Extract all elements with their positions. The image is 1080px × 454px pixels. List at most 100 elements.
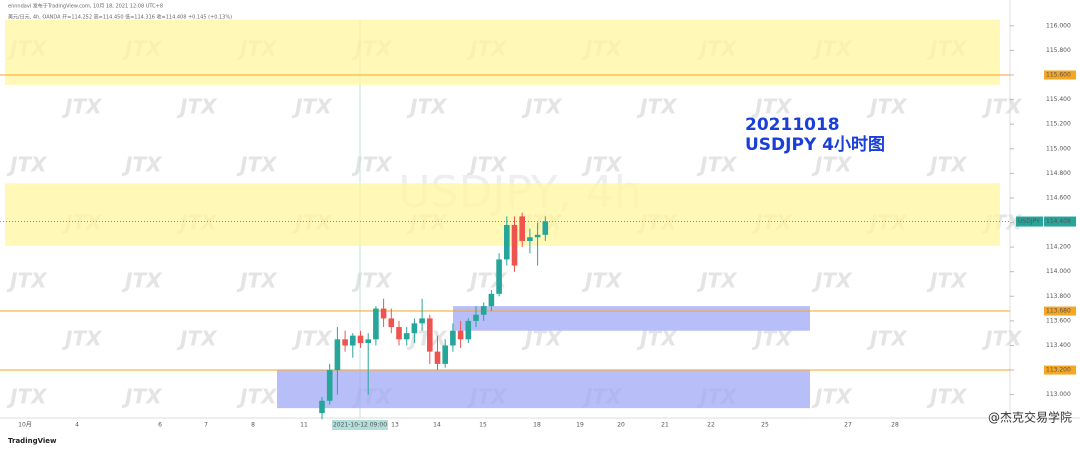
x-tick-label: 13 [391, 422, 399, 429]
candle-body [473, 314, 479, 321]
candle-body [342, 339, 348, 346]
last-price-label: 114.408 [1046, 218, 1071, 225]
x-tick-label: 10月 [18, 422, 32, 429]
brand-watermark: JTX [926, 153, 968, 177]
zone [453, 306, 810, 331]
x-tick-label: 11 [300, 422, 308, 429]
x-tick-label: 6 [158, 422, 162, 429]
candle-body [480, 306, 487, 315]
brand-watermark: JTX [176, 95, 218, 119]
brand-watermark: JTX [811, 385, 853, 409]
candle-body [519, 216, 525, 241]
x-tick-label: 19 [576, 422, 584, 429]
brand-watermark: JTX [121, 269, 163, 293]
candle-body [357, 335, 364, 344]
candle-body [326, 370, 333, 401]
level-tag [1044, 306, 1076, 316]
brand-watermark: JTX [811, 269, 853, 293]
brand-watermark: JTX [521, 95, 563, 119]
brand-watermark: JTX [696, 269, 738, 293]
header-line2: 美元/日元, 4h, OANDA 开=114.252 高=114.450 低=1… [8, 14, 232, 21]
y-tick-label: 113.400 [1046, 342, 1071, 349]
y-tick-label: 114.600 [1046, 194, 1071, 201]
candle-body [373, 308, 379, 340]
level-tag [1044, 365, 1076, 375]
brand-watermark: JTX [236, 153, 278, 177]
zone [5, 19, 1000, 85]
brand-watermark: JTX [981, 95, 1023, 119]
candle-body [442, 345, 448, 364]
brand-watermark: JTX [636, 95, 678, 119]
x-tick-label: 14 [433, 422, 441, 429]
candle-body [411, 323, 418, 334]
annotation-date: 20211018 [745, 115, 840, 135]
brand-watermark: JTX [291, 95, 333, 119]
candle-body [403, 333, 410, 340]
candle-body [380, 308, 387, 319]
credit: @杰克交易学院 [988, 410, 1072, 425]
level-label: 115.600 [1046, 71, 1071, 78]
candle-body [511, 224, 518, 266]
crosshair-label: 2021-10-12 09:00 [333, 422, 387, 429]
brand-watermark: JTX [581, 153, 623, 177]
candle-body [504, 224, 510, 260]
level-tag [1044, 70, 1076, 80]
zone [5, 183, 1000, 246]
brand-watermark: JTX [236, 385, 278, 409]
y-tick-label: 115.200 [1046, 121, 1071, 128]
brand-watermark: JTX [61, 95, 103, 119]
brand-watermark: JTX [866, 95, 908, 119]
candle-body [427, 318, 433, 352]
symbol-label: USDJPY [1018, 218, 1040, 225]
header-line1: ennndavi 发布于TradingView.com, 10月 18, 202… [8, 3, 163, 10]
y-tick-label: 114.200 [1046, 244, 1071, 251]
candle-body [388, 318, 395, 328]
last-price-tag [1044, 216, 1076, 227]
brand-watermark: JTX [751, 95, 793, 119]
x-tick-label: 4 [75, 422, 79, 429]
logo: TradingView [8, 437, 57, 445]
x-tick-label: 28 [891, 422, 899, 429]
candle-body [534, 234, 541, 238]
y-tick-label: 115.800 [1046, 47, 1071, 54]
x-tick-label: 21 [661, 422, 669, 429]
annotation-title: USDJPY 4小时图 [745, 135, 885, 155]
x-tick-label: 22 [707, 422, 715, 429]
y-tick-label: 113.800 [1046, 293, 1071, 300]
candle-body [434, 351, 441, 364]
candle-body [334, 339, 341, 371]
crosshair-tag [332, 420, 388, 430]
y-tick-label: 115.000 [1046, 145, 1071, 152]
brand-watermark: JTX [351, 269, 393, 293]
x-tick-label: 7 [204, 422, 208, 429]
brand-watermark: JTX [6, 153, 48, 177]
candle-body [488, 293, 495, 307]
x-tick-label: 27 [844, 422, 852, 429]
level-label: 113.200 [1046, 367, 1071, 374]
brand-watermark: JTX [121, 153, 163, 177]
brand-watermark: JTX [61, 327, 103, 351]
brand-watermark: JTX [696, 153, 738, 177]
y-tick-label: 115.400 [1046, 96, 1071, 103]
brand-watermark: JTX [121, 385, 163, 409]
candle-body [365, 339, 371, 344]
y-tick-label: 113.000 [1046, 391, 1071, 398]
candle-body [457, 330, 464, 340]
zone [277, 370, 810, 409]
brand-watermark: JTX [6, 385, 48, 409]
y-tick-label: 113.600 [1046, 317, 1071, 324]
x-tick-label: 20 [617, 422, 625, 429]
x-tick-label: 25 [761, 422, 769, 429]
brand-watermark: JTX [351, 153, 393, 177]
brand-watermark: JTX [406, 95, 448, 119]
y-tick-label: 114.000 [1046, 268, 1071, 275]
symbol-tag [1016, 216, 1043, 227]
x-tick-label: 18 [533, 422, 541, 429]
brand-watermark: JTX [6, 269, 48, 293]
candle-body [319, 400, 325, 414]
y-tick-label: 116.000 [1046, 22, 1071, 29]
candle-body [350, 335, 356, 346]
brand-watermark: JTX [581, 269, 623, 293]
